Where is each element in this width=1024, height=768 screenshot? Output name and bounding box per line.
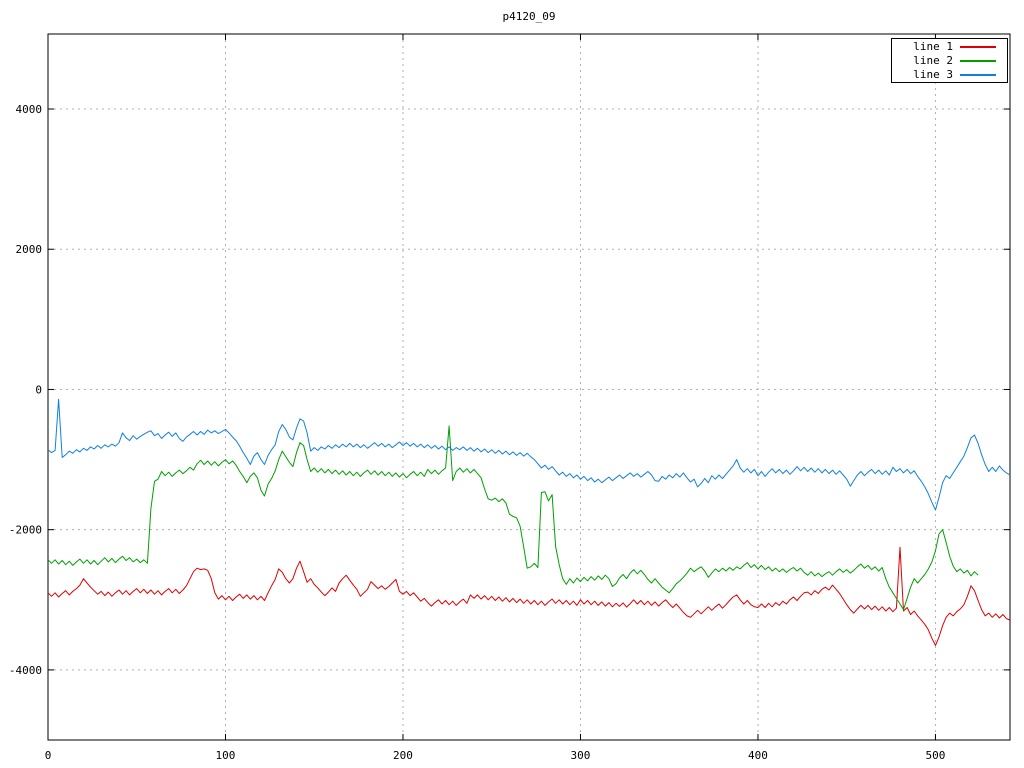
legend: line 1 line 2 line 3 bbox=[891, 38, 1008, 83]
legend-item: line 1 bbox=[892, 40, 1007, 53]
series-line-1 bbox=[47, 546, 1011, 646]
x-tick-label: 0 bbox=[45, 749, 52, 762]
x-tick-label: 200 bbox=[393, 749, 413, 762]
x-tick-label: 500 bbox=[926, 749, 946, 762]
y-tick-label: 0 bbox=[35, 383, 42, 396]
x-tick-label: 100 bbox=[216, 749, 236, 762]
y-tick-label: 2000 bbox=[16, 243, 43, 256]
series-line-2 bbox=[47, 425, 979, 611]
legend-item: line 2 bbox=[892, 54, 1007, 67]
legend-label: line 1 bbox=[913, 40, 953, 53]
legend-line-sample bbox=[960, 59, 996, 62]
legend-label: line 2 bbox=[913, 54, 953, 67]
y-tick-label: -2000 bbox=[9, 524, 42, 537]
legend-label: line 3 bbox=[913, 68, 953, 81]
x-tick-label: 300 bbox=[571, 749, 591, 762]
chart-title: p4120_09 bbox=[502, 10, 556, 23]
legend-line-sample bbox=[960, 45, 996, 48]
series-line-3 bbox=[47, 398, 1011, 511]
y-tick-label: 4000 bbox=[16, 103, 43, 116]
legend-line-sample bbox=[960, 73, 996, 76]
legend-item: line 3 bbox=[892, 68, 1007, 81]
y-tick-label: -4000 bbox=[9, 664, 42, 677]
x-tick-label: 400 bbox=[748, 749, 768, 762]
plot-border bbox=[47, 33, 1011, 741]
